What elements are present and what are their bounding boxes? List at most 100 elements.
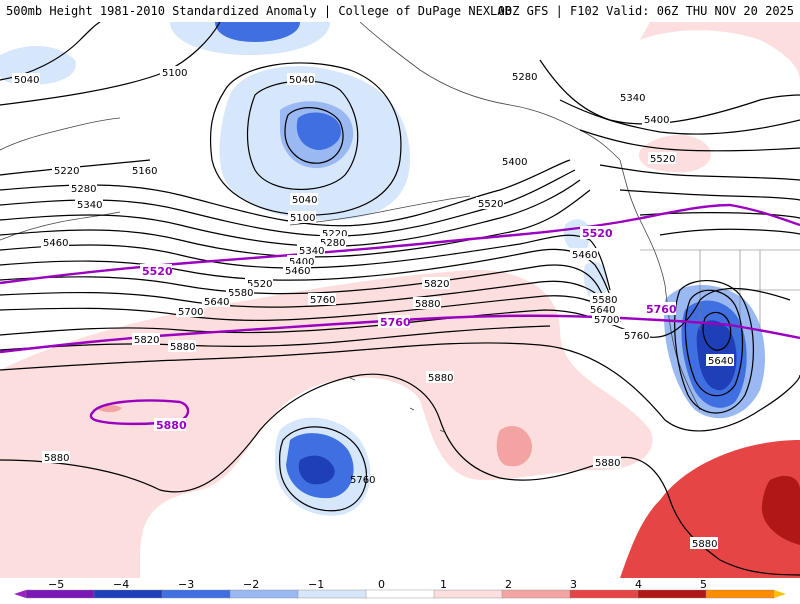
neg-anomaly-bering-core xyxy=(296,112,341,150)
contour-5040-bering xyxy=(246,80,359,191)
contour-label: 5460 xyxy=(43,238,68,249)
height-contour-labels: 5040 5100 5040 5160 5220 5280 5340 5460 … xyxy=(12,66,734,550)
contour-label: 5520 xyxy=(247,279,272,290)
contour-label: 5640 xyxy=(590,305,615,316)
contour-label: 5880 xyxy=(428,373,453,384)
contour-5820 xyxy=(0,325,551,351)
colorbar-tick: 5 xyxy=(700,578,707,591)
contour-5220 xyxy=(0,159,571,227)
anomaly-map[interactable]: 5040 5100 5040 5160 5220 5280 5340 5460 … xyxy=(0,22,800,578)
contour-label: 5880 xyxy=(692,539,717,550)
pos-anomaly-gulf xyxy=(496,425,533,467)
pos-anomaly-southeast-core xyxy=(761,475,800,545)
colorbar-tick: −5 xyxy=(48,578,64,591)
colorbar-tick: 4 xyxy=(635,578,642,591)
colorbar-swatch xyxy=(297,589,367,599)
contour-5460 xyxy=(0,234,611,291)
contour-label: 5880 xyxy=(595,458,620,469)
highlight-label: 5880 xyxy=(156,419,187,432)
contour-label: 5160 xyxy=(132,166,157,177)
contour-label: 5280 xyxy=(320,238,345,249)
contour-5760 xyxy=(0,287,791,338)
contour-5640-east xyxy=(659,228,800,236)
highlight-label: 5760 xyxy=(646,303,677,316)
contour-label: 5340 xyxy=(77,200,102,211)
neg-anomaly-subtropical-core xyxy=(298,455,335,485)
model-run-info: 00Z GFS | F102 Valid: 06Z THU NOV 20 202… xyxy=(497,4,794,18)
neg-anomaly-north-top-core xyxy=(215,22,300,42)
contour-5460-east xyxy=(599,164,800,181)
contour-5700 xyxy=(0,295,621,323)
contour-5880-south xyxy=(0,373,800,576)
colorbar-tick: 0 xyxy=(378,578,385,591)
contour-5340-east xyxy=(559,99,800,135)
contour-label: 5760 xyxy=(310,295,335,306)
colorbar-tick: −1 xyxy=(308,578,324,591)
contour-5640-low xyxy=(684,289,744,397)
contour-5640 xyxy=(0,280,613,313)
contour-label: 5460 xyxy=(285,266,310,277)
contour-label: 5220 xyxy=(54,166,79,177)
colorbar-swatch xyxy=(229,589,299,599)
colorbar-swatch xyxy=(501,589,571,599)
highlight-label: 5520 xyxy=(142,265,173,278)
colorbar-swatch xyxy=(25,589,95,599)
colorbar-tick: −2 xyxy=(243,578,259,591)
contour-label: 5280 xyxy=(71,184,96,195)
contour-label: 5040 xyxy=(292,195,317,206)
contour-label: 5280 xyxy=(512,72,537,83)
contour-5400 xyxy=(0,189,591,258)
contour-label: 5040 xyxy=(289,75,314,86)
contour-label: 5700 xyxy=(594,315,619,326)
colorbar-arrow-right xyxy=(774,590,786,598)
contour-label: 5400 xyxy=(289,257,314,268)
contour-5700-low xyxy=(674,279,754,414)
contour-label: 5880 xyxy=(415,299,440,310)
contour-label: 5340 xyxy=(620,93,645,104)
colorbar: −5 −4 −3 −2 −1 0 1 2 3 4 5 xyxy=(0,578,800,600)
contour-label: 5100 xyxy=(290,213,315,224)
positive-anomaly-shading xyxy=(0,22,800,578)
colorbar-tick: 1 xyxy=(440,578,447,591)
contour-label: 5580 xyxy=(228,288,253,299)
contour-label: 5040 xyxy=(14,75,39,86)
highlight-label: 5760 xyxy=(380,316,411,329)
contour-label: 5400 xyxy=(644,115,669,126)
colorbar-ticks: −5 −4 −3 −2 −1 0 1 2 3 4 5 xyxy=(48,578,707,591)
colorbar-swatch xyxy=(365,589,435,599)
highlight-contour-labels: 5520 5760 5880 5520 5760 xyxy=(140,226,677,432)
contour-label: 5100 xyxy=(162,68,187,79)
contour-label: 5340 xyxy=(299,246,324,257)
contour-label: 5520 xyxy=(650,154,675,165)
colorbar-tick: 2 xyxy=(505,578,512,591)
contour-label: 5460 xyxy=(572,250,597,261)
colorbar-swatches xyxy=(14,589,786,599)
contour-5580-low xyxy=(702,311,732,351)
contour-label: 5700 xyxy=(178,307,203,318)
contour-label: 5880 xyxy=(44,453,69,464)
highlight-5520-line xyxy=(0,203,800,285)
header: 500mb Height 1981-2010 Standardized Anom… xyxy=(0,0,800,22)
contour-5520-east xyxy=(619,189,800,201)
contour-5100-bering xyxy=(209,62,402,216)
contour-4980-bering xyxy=(284,107,344,164)
colorbar-swatch xyxy=(93,589,163,599)
contour-label: 5880 xyxy=(170,342,195,353)
alaska-coast xyxy=(359,22,621,161)
colorbar-arrow-left xyxy=(14,590,26,598)
siberia-coast xyxy=(0,117,121,151)
colorbar-swatch xyxy=(161,589,231,599)
colorbar-swatch xyxy=(433,589,503,599)
pos-anomaly-southeast xyxy=(620,440,800,578)
contour-label: 5220 xyxy=(322,229,347,240)
colorbar-tick: −4 xyxy=(113,578,129,591)
colorbar-tick: 3 xyxy=(570,578,577,591)
map-title: 500mb Height 1981-2010 Standardized Anom… xyxy=(6,4,512,18)
hawaii-islands xyxy=(349,377,445,433)
contour-5880-main xyxy=(0,342,800,432)
contour-label: 5580 xyxy=(592,295,617,306)
pos-anomaly-arctic xyxy=(640,22,800,80)
contour-5400-east xyxy=(579,129,800,152)
colorbar-svg: −5 −4 −3 −2 −1 0 1 2 3 4 5 xyxy=(14,578,786,599)
colorbar-swatch xyxy=(637,589,707,599)
